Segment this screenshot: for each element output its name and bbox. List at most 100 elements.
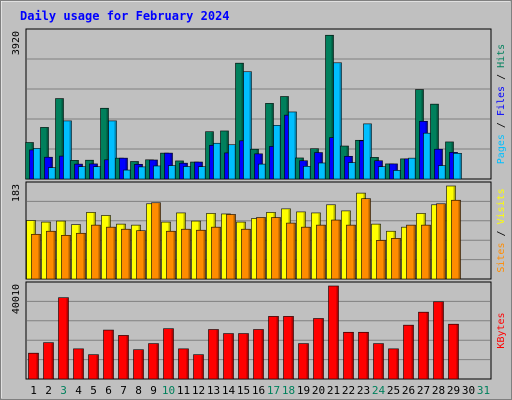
bar-shade [128,229,130,279]
bar-sites-day-20 [316,224,326,280]
series-label-kbytes: KBytes [496,312,507,348]
bar-sites-day-13 [211,226,221,280]
x-tick-label-day-19: 19 [297,384,310,397]
x-tick-label-day-1: 1 [30,384,37,397]
x-tick-label-day-11: 11 [177,384,190,397]
x-tick-label-day-28: 28 [432,384,445,397]
bar-shade [291,316,293,379]
bar-shade [411,325,413,379]
x-tick-label-day-25: 25 [387,384,400,397]
y-max-label: 40010 [11,284,22,314]
bar-sites-day-7 [121,228,131,280]
bar-kbytes-day-28 [433,301,444,380]
x-tick-label-day-17: 17 [267,384,280,397]
x-tick-label-day-8: 8 [135,384,142,397]
bar-sites-day-1 [31,233,41,280]
bar-pages-day-15 [243,71,252,180]
bar-kbytes-day-11 [178,348,189,380]
bar-shade [36,353,38,379]
bar-shade [293,223,295,279]
bar-kbytes-day-10 [163,328,174,380]
bar-sites-day-2 [46,230,56,280]
bar-shade [241,63,243,179]
bar-shade [81,349,83,379]
bar-sites-day-14 [226,214,236,280]
bar-shade [368,199,370,279]
bar-kbytes-day-21 [328,285,339,380]
x-tick-label-day-10: 10 [162,384,175,397]
bar-shade [188,229,190,279]
bar-pages-day-6 [108,120,117,180]
series-label-hits: Hits [496,44,507,68]
bar-shade [98,225,100,279]
bar-shade [143,231,145,279]
bar-shade [398,238,400,279]
x-tick-label-day-22: 22 [342,384,355,397]
bar-shade [381,344,383,379]
x-tick-label-day-27: 27 [417,384,430,397]
bar-shade [294,112,296,179]
bar-sites-day-17 [271,217,281,280]
bar-shade [248,229,250,279]
x-tick-label-day-4: 4 [75,384,82,397]
bar-sites-day-9 [151,202,161,280]
bar-kbytes-day-19 [298,343,309,380]
x-tick-label-day-24: 24 [372,384,386,397]
bar-kbytes-day-5 [88,354,99,380]
x-tick-label-day-23: 23 [357,384,370,397]
bar-kbytes-day-4 [73,348,84,380]
bar-sites-day-8 [136,230,146,280]
bar-shade [366,332,368,379]
bar-shade [201,355,203,379]
bar-sites-day-18 [286,222,296,280]
y-max-label: 183 [11,184,22,202]
bar-sites-day-11 [181,228,191,280]
series-label-sites: Sites [496,243,507,273]
x-tick-label-day-12: 12 [192,384,205,397]
bar-shade [53,231,55,279]
bar-shade [436,104,438,179]
bar-shade [203,230,205,279]
bar-sites-day-24 [376,240,386,280]
bar-sites-day-15 [241,228,251,280]
bar-sites-day-6 [106,226,116,280]
x-tick-label-day-29: 29 [447,384,460,397]
bar-shade [426,312,428,379]
bar-kbytes-day-2 [43,342,54,380]
chart-panel-1: 3920 Pages / Files / Hits [11,28,507,180]
bar-kbytes-day-29 [448,323,459,380]
bar-kbytes-day-13 [208,329,219,380]
x-tick-label-day-26: 26 [402,384,415,397]
bar-shade [351,332,353,379]
bar-sites-day-12 [196,229,206,280]
bar-shade [336,286,338,379]
x-tick-label-day-18: 18 [282,384,295,397]
bar-shade [323,225,325,279]
bar-shade [231,334,233,379]
bar-shade [38,234,40,279]
bar-shade [96,355,98,379]
bar-shade [216,330,218,379]
series-axis-label: Sites / Visits [496,188,507,272]
bar-kbytes-day-3 [58,297,69,380]
bar-kbytes-day-24 [373,343,384,380]
bar-kbytes-day-8 [133,349,144,380]
bar-kbytes-day-9 [148,343,159,380]
bar-shade [278,218,280,279]
bar-shade [249,72,251,179]
bar-sites-day-28 [436,203,446,280]
y-max-label: 3920 [11,31,22,55]
series-axis-label: Pages / Files / Hits [496,44,507,164]
bar-shade [331,35,333,179]
bar-kbytes-day-20 [313,318,324,380]
bar-sites-day-10 [166,230,176,280]
bar-shade [261,330,263,379]
bar-kbytes-day-7 [118,335,129,380]
bar-kbytes-day-27 [418,311,429,380]
bar-shade [218,227,220,279]
bar-sites-day-4 [76,232,86,280]
bar-shade [158,203,160,279]
bar-shade [428,225,430,279]
